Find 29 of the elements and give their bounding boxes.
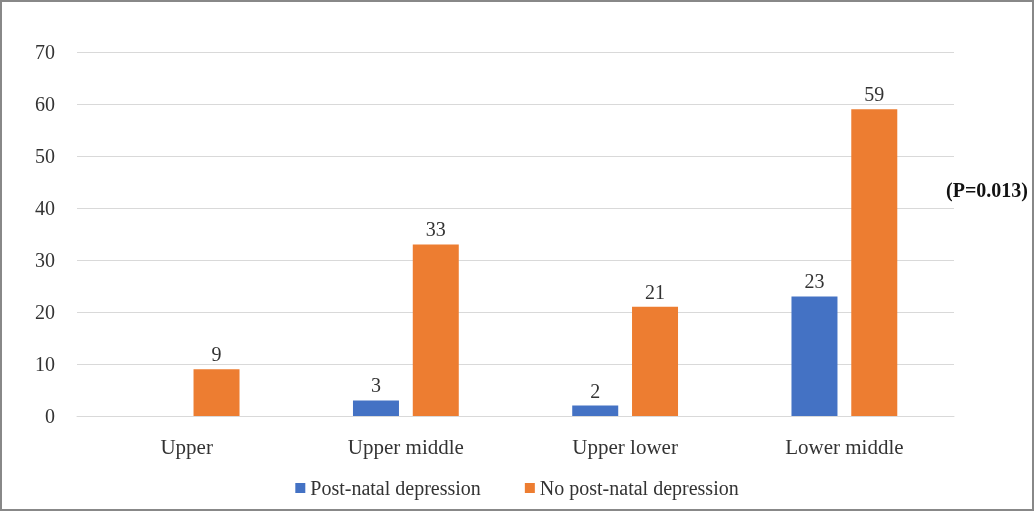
x-tick-label: Upper lower <box>572 434 678 459</box>
y-tick-label: 50 <box>35 145 55 167</box>
y-tick-label: 40 <box>35 197 55 219</box>
data-label: 33 <box>425 218 446 241</box>
data-label: 9 <box>211 343 222 366</box>
y-tick-label: 20 <box>35 301 55 323</box>
y-tick-label: 60 <box>35 93 55 115</box>
data-label: 59 <box>864 83 885 106</box>
data-label: 23 <box>804 270 825 293</box>
y-tick-label: 70 <box>35 41 55 63</box>
legend-label: No post-natal depression <box>539 477 739 500</box>
data-label: 3 <box>370 374 381 397</box>
data-label: 2 <box>590 379 601 402</box>
x-tick-label: Upper middle <box>347 434 464 459</box>
x-tick-label: Upper <box>160 434 213 459</box>
data-label: 21 <box>645 280 666 303</box>
y-tick-label: 0 <box>45 405 55 427</box>
bar <box>193 369 240 416</box>
y-tick-label: 30 <box>35 249 55 271</box>
bar <box>851 109 898 416</box>
x-tick-label: Lower middle <box>785 434 904 459</box>
bar <box>632 306 679 416</box>
annotation: (P=0.013) <box>946 179 1028 202</box>
bar <box>572 405 619 416</box>
bar <box>412 244 459 416</box>
y-tick-label: 10 <box>35 353 55 375</box>
bar <box>791 296 838 416</box>
bar <box>352 400 399 416</box>
legend-label: Post-natal depression <box>310 477 481 500</box>
